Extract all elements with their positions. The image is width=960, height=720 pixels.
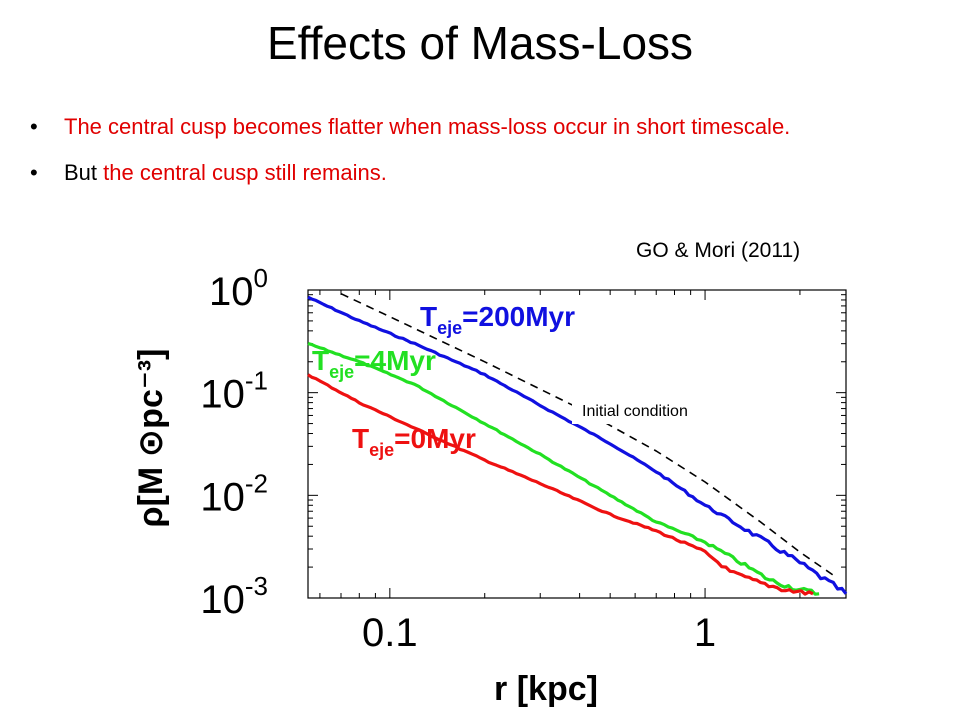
y-tick-label: 100	[209, 263, 268, 314]
bullet-dot-icon: •	[30, 160, 38, 185]
plot-frame	[307, 289, 847, 599]
series-line-initial-condition	[340, 292, 837, 578]
bullet-dot-icon: •	[30, 114, 38, 139]
slide-title: Effects of Mass-Loss	[266, 17, 694, 69]
x-tick-label: 0.1	[362, 611, 418, 655]
citation: GO & Mori (2011)	[636, 239, 801, 262]
x-tick-label: 1	[694, 611, 716, 655]
y-tick-label: 10-1	[200, 366, 268, 417]
series-label: Teje=200Myr	[420, 301, 575, 338]
series-label: Teje=4Myr	[312, 345, 436, 382]
series-line-2	[307, 373, 814, 596]
bullet-item: • But the central cusp still remains.	[30, 158, 910, 188]
series-line-1	[307, 342, 820, 596]
y-tick-label: 10-3	[200, 571, 268, 622]
series-line-0	[307, 295, 848, 595]
series-label: Teje=0Myr	[352, 423, 476, 460]
x-axis-label: r [kpc]	[494, 670, 598, 708]
bullet-text: The central cusp becomes flatter when ma…	[64, 114, 791, 139]
y-axis-label: ρ[M ⊙pc⁻³]	[132, 349, 170, 528]
y-tick-label: 10-2	[200, 468, 268, 519]
annotation-initial-condition: Initial condition	[582, 403, 688, 420]
annotation-background	[572, 398, 740, 424]
bullet-text-prefix: But	[64, 160, 104, 185]
bullet-item: • The central cusp becomes flatter when …	[30, 112, 910, 142]
bullet-list: • The central cusp becomes flatter when …	[30, 112, 910, 204]
bullet-text-highlight: the central cusp still remains.	[103, 160, 387, 185]
